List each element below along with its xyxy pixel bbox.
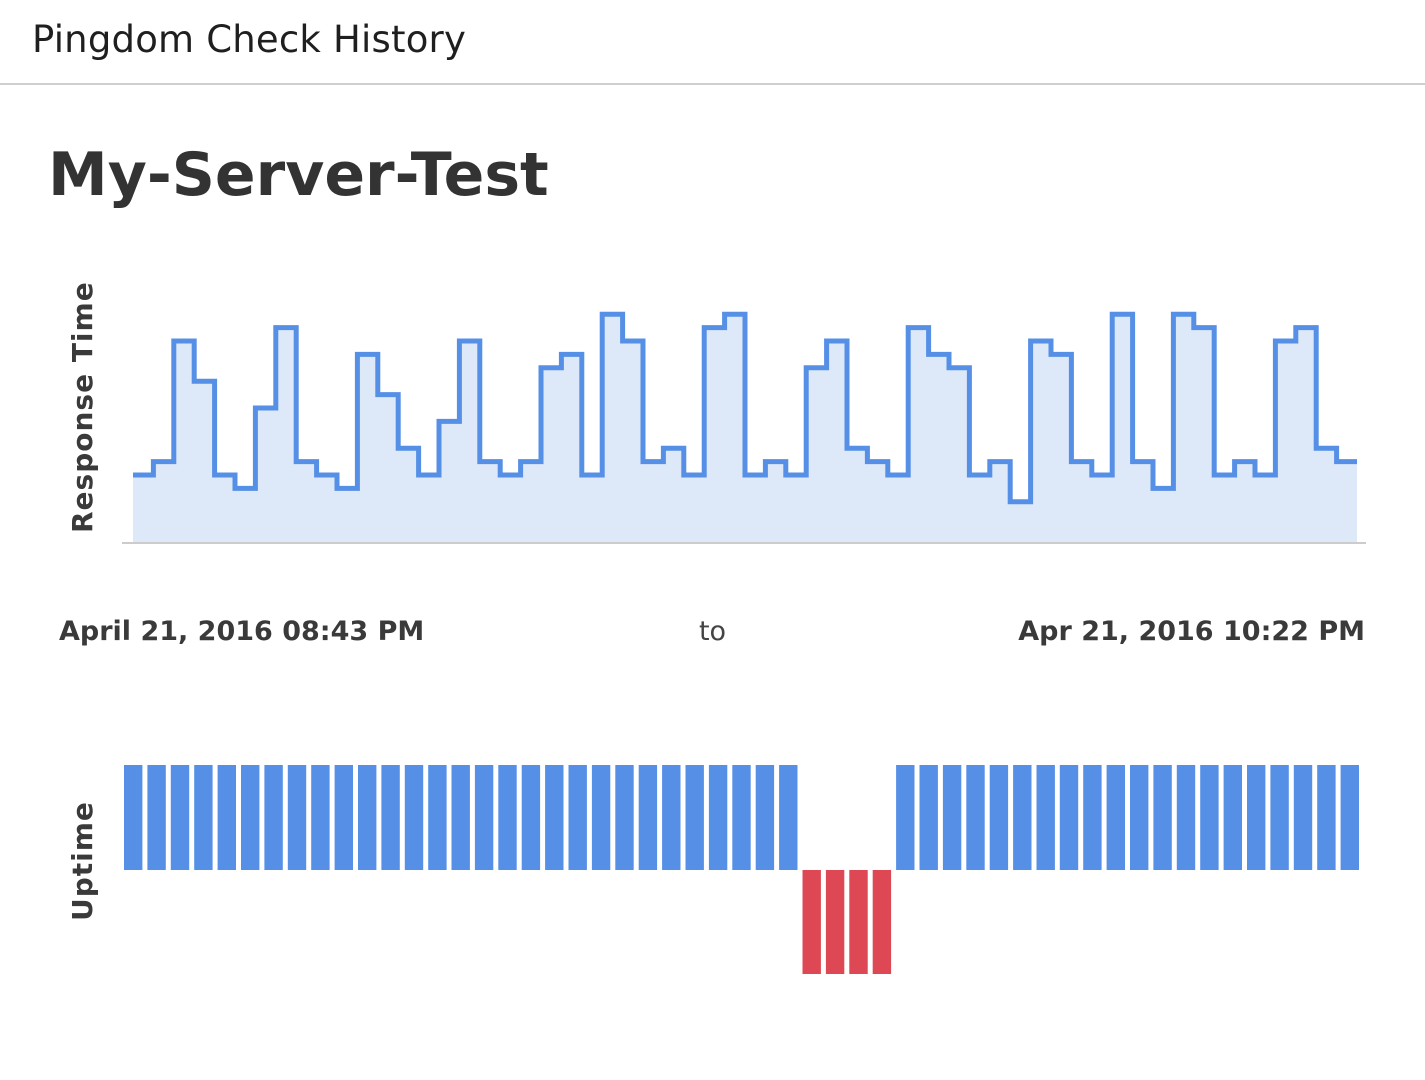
uptime-bar-up bbox=[474, 765, 494, 870]
uptime-bar-up bbox=[194, 765, 213, 870]
range-end-date: Apr 21, 2016 10:22 PM bbox=[1018, 616, 1365, 647]
range-start-date: April 21, 2016 08:43 PM bbox=[59, 616, 425, 647]
uptime-bar-up bbox=[147, 765, 166, 870]
uptime-bar-up bbox=[1106, 765, 1125, 870]
uptime-bar-up bbox=[989, 765, 1009, 870]
header-title: Pingdom Check History bbox=[32, 18, 467, 61]
uptime-bar-up bbox=[545, 765, 564, 870]
uptime-bar-up bbox=[896, 765, 915, 870]
uptime-bar-up bbox=[311, 765, 330, 870]
uptime-bar-up bbox=[1293, 765, 1313, 870]
uptime-bar-up bbox=[381, 765, 400, 870]
uptime-bar-up bbox=[241, 765, 260, 870]
uptime-bar-up bbox=[1153, 765, 1172, 870]
uptime-bar-up bbox=[521, 765, 541, 870]
uptime-bar-up bbox=[1013, 765, 1032, 870]
uptime-bar-up bbox=[779, 765, 798, 870]
uptime-bar-up bbox=[591, 765, 611, 870]
uptime-bar-up bbox=[685, 765, 704, 870]
uptime-bar-up bbox=[732, 765, 751, 870]
uptime-bar-up bbox=[264, 765, 283, 870]
uptime-bar-up bbox=[334, 765, 353, 870]
uptime-bar-up bbox=[1130, 765, 1149, 870]
uptime-bar-up bbox=[708, 765, 728, 870]
range-separator: to bbox=[698, 616, 727, 647]
uptime-bar-up bbox=[1036, 765, 1055, 870]
uptime-bar-up bbox=[358, 765, 377, 870]
response-time-chart bbox=[122, 311, 1366, 544]
response-time-series-line bbox=[133, 311, 1357, 505]
uptime-bar-up bbox=[170, 765, 190, 870]
uptime-bar-up bbox=[287, 765, 307, 870]
uptime-bar-up bbox=[1340, 765, 1359, 870]
uptime-bar-up bbox=[1176, 765, 1196, 870]
uptime-bar-up bbox=[568, 765, 587, 870]
uptime-bar-up bbox=[615, 765, 634, 870]
uptime-bar-up bbox=[1083, 765, 1102, 870]
uptime-bar-up bbox=[451, 765, 470, 870]
uptime-bar-down bbox=[802, 870, 821, 974]
uptime-bar-up bbox=[1317, 765, 1336, 870]
uptime-bar-up bbox=[638, 765, 658, 870]
uptime-bar-up bbox=[1200, 765, 1219, 870]
uptime-bar-up bbox=[1059, 765, 1079, 870]
uptime-bar-up bbox=[662, 765, 681, 870]
uptime-bar-up bbox=[755, 765, 775, 870]
uptime-bar-up bbox=[1247, 765, 1266, 870]
uptime-bar-up bbox=[217, 765, 236, 870]
uptime-bar-up bbox=[404, 765, 424, 870]
uptime-bar-down bbox=[825, 870, 845, 974]
uptime-chart bbox=[124, 765, 1359, 974]
uptime-bar-up bbox=[1223, 765, 1242, 870]
uptime-bar-down bbox=[849, 870, 868, 974]
uptime-bar-up bbox=[428, 765, 447, 870]
uptime-bar-up bbox=[1270, 765, 1289, 870]
check-name: My-Server-Test bbox=[48, 140, 549, 210]
uptime-bar-up bbox=[919, 765, 938, 870]
uptime-bar-up bbox=[966, 765, 985, 870]
uptime-bar-up bbox=[498, 765, 517, 870]
uptime-bar-up bbox=[942, 765, 962, 870]
uptime-bar-up bbox=[124, 765, 143, 870]
header: Pingdom Check History bbox=[0, 0, 1425, 85]
uptime-bar-down bbox=[872, 870, 892, 974]
